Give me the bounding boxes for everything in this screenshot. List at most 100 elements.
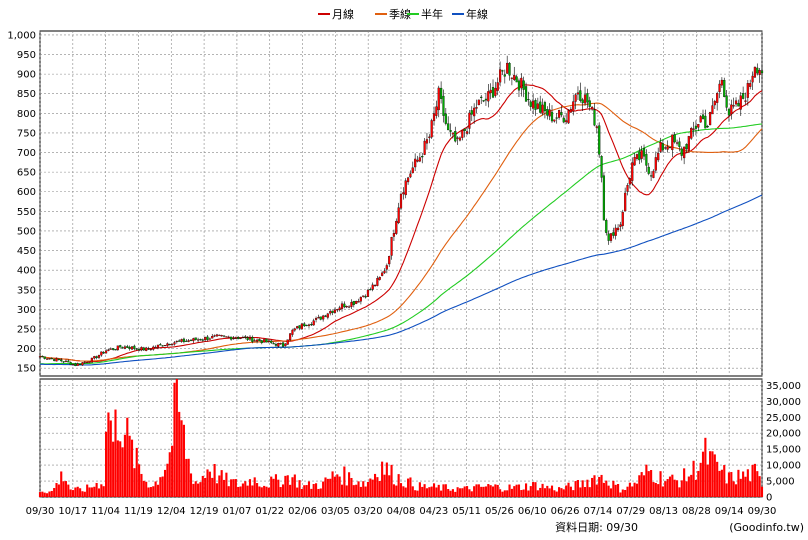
candle-body <box>758 70 761 75</box>
candlestick <box>112 348 115 351</box>
candlestick <box>93 355 96 360</box>
volume-bar <box>50 490 53 497</box>
volume-bar <box>473 486 476 497</box>
candlestick <box>532 93 535 115</box>
volume-bar <box>739 478 742 497</box>
volume-bar <box>107 412 110 497</box>
candle-body <box>536 103 539 109</box>
volume-bar <box>600 474 603 497</box>
volume-bar <box>291 477 294 497</box>
candle-body <box>253 340 256 342</box>
candle-body <box>303 323 306 327</box>
volume-bar <box>100 484 103 497</box>
candle-body <box>508 63 511 76</box>
candlestick <box>296 325 299 329</box>
candlestick <box>586 88 589 108</box>
candle-body <box>473 107 476 117</box>
volume-bar <box>494 484 497 497</box>
candle-body <box>232 337 235 340</box>
volume-bar <box>241 483 244 497</box>
candlestick <box>411 161 414 174</box>
candlestick <box>550 105 554 123</box>
candle-body <box>369 289 372 291</box>
candle-body <box>166 343 169 346</box>
volume-bar <box>298 480 301 497</box>
x-tick-label: 12/19 <box>190 506 219 517</box>
candlestick <box>258 338 261 342</box>
candle-body <box>376 278 379 286</box>
source-site-label: (Goodinfo.tw) <box>729 521 804 534</box>
candlestick <box>444 107 447 126</box>
candlestick <box>399 192 403 211</box>
candlestick <box>515 74 518 83</box>
candlestick <box>199 338 202 341</box>
candlestick <box>607 230 610 245</box>
candle-body <box>95 356 98 359</box>
candlestick <box>600 155 603 183</box>
candlestick <box>562 115 565 124</box>
volume-bar <box>348 472 351 497</box>
candlestick <box>357 298 360 303</box>
candle-body <box>239 337 242 340</box>
candlestick <box>215 333 219 337</box>
volume-bar <box>470 491 473 497</box>
candlestick <box>326 312 329 320</box>
candle-body <box>753 66 757 78</box>
candle-body <box>510 77 513 79</box>
volume-bar <box>598 476 601 497</box>
candle-body <box>742 93 745 99</box>
candle-body <box>624 192 627 212</box>
candle-body <box>425 139 429 144</box>
legend-item-yearly: 年線 <box>452 7 488 21</box>
candle-body <box>673 134 676 143</box>
volume-bar <box>687 476 690 497</box>
candle-body <box>593 109 596 126</box>
volume-bar <box>454 491 457 497</box>
x-tick-label: 01/07 <box>222 506 251 517</box>
volume-bar <box>53 488 56 497</box>
candle-body <box>701 114 705 119</box>
candlestick <box>220 334 223 337</box>
candlestick <box>671 134 674 158</box>
price-tick-label: 700 <box>17 148 36 159</box>
volume-bar <box>477 484 480 497</box>
candle-body <box>432 113 436 122</box>
candlestick <box>732 97 735 109</box>
volume-bar <box>654 482 657 497</box>
candle-body <box>100 351 103 356</box>
candle-body <box>267 340 270 342</box>
volume-bar <box>55 483 58 497</box>
candle-body <box>503 74 506 77</box>
candle-body <box>102 352 105 354</box>
candlestick <box>333 307 337 314</box>
candlestick <box>246 336 249 342</box>
candle-body <box>576 92 580 95</box>
candle-body <box>338 307 341 311</box>
volume-bar <box>407 478 410 497</box>
candle-body <box>565 120 568 123</box>
volume-bar <box>517 484 521 497</box>
candlestick <box>317 314 320 319</box>
volume-bar <box>293 474 296 497</box>
candlestick <box>159 343 162 346</box>
candle-body <box>524 86 528 102</box>
volume-bar <box>642 475 646 497</box>
volume-bar <box>388 475 391 497</box>
candlestick <box>263 339 266 343</box>
volume-bar <box>38 492 42 497</box>
volume-bar <box>617 483 620 497</box>
volume-bar <box>123 434 127 497</box>
volume-bar <box>338 476 341 497</box>
candle-body <box>279 343 282 345</box>
candlestick <box>147 346 150 351</box>
candlestick <box>378 276 381 281</box>
candlestick <box>642 144 646 161</box>
candlestick <box>598 122 601 158</box>
candle-body <box>395 220 398 234</box>
volume-bar <box>166 463 169 497</box>
candle-body <box>145 347 148 351</box>
volume-bar <box>482 486 485 497</box>
candlestick <box>718 80 721 99</box>
candlestick <box>543 100 547 119</box>
candlestick <box>45 358 49 360</box>
